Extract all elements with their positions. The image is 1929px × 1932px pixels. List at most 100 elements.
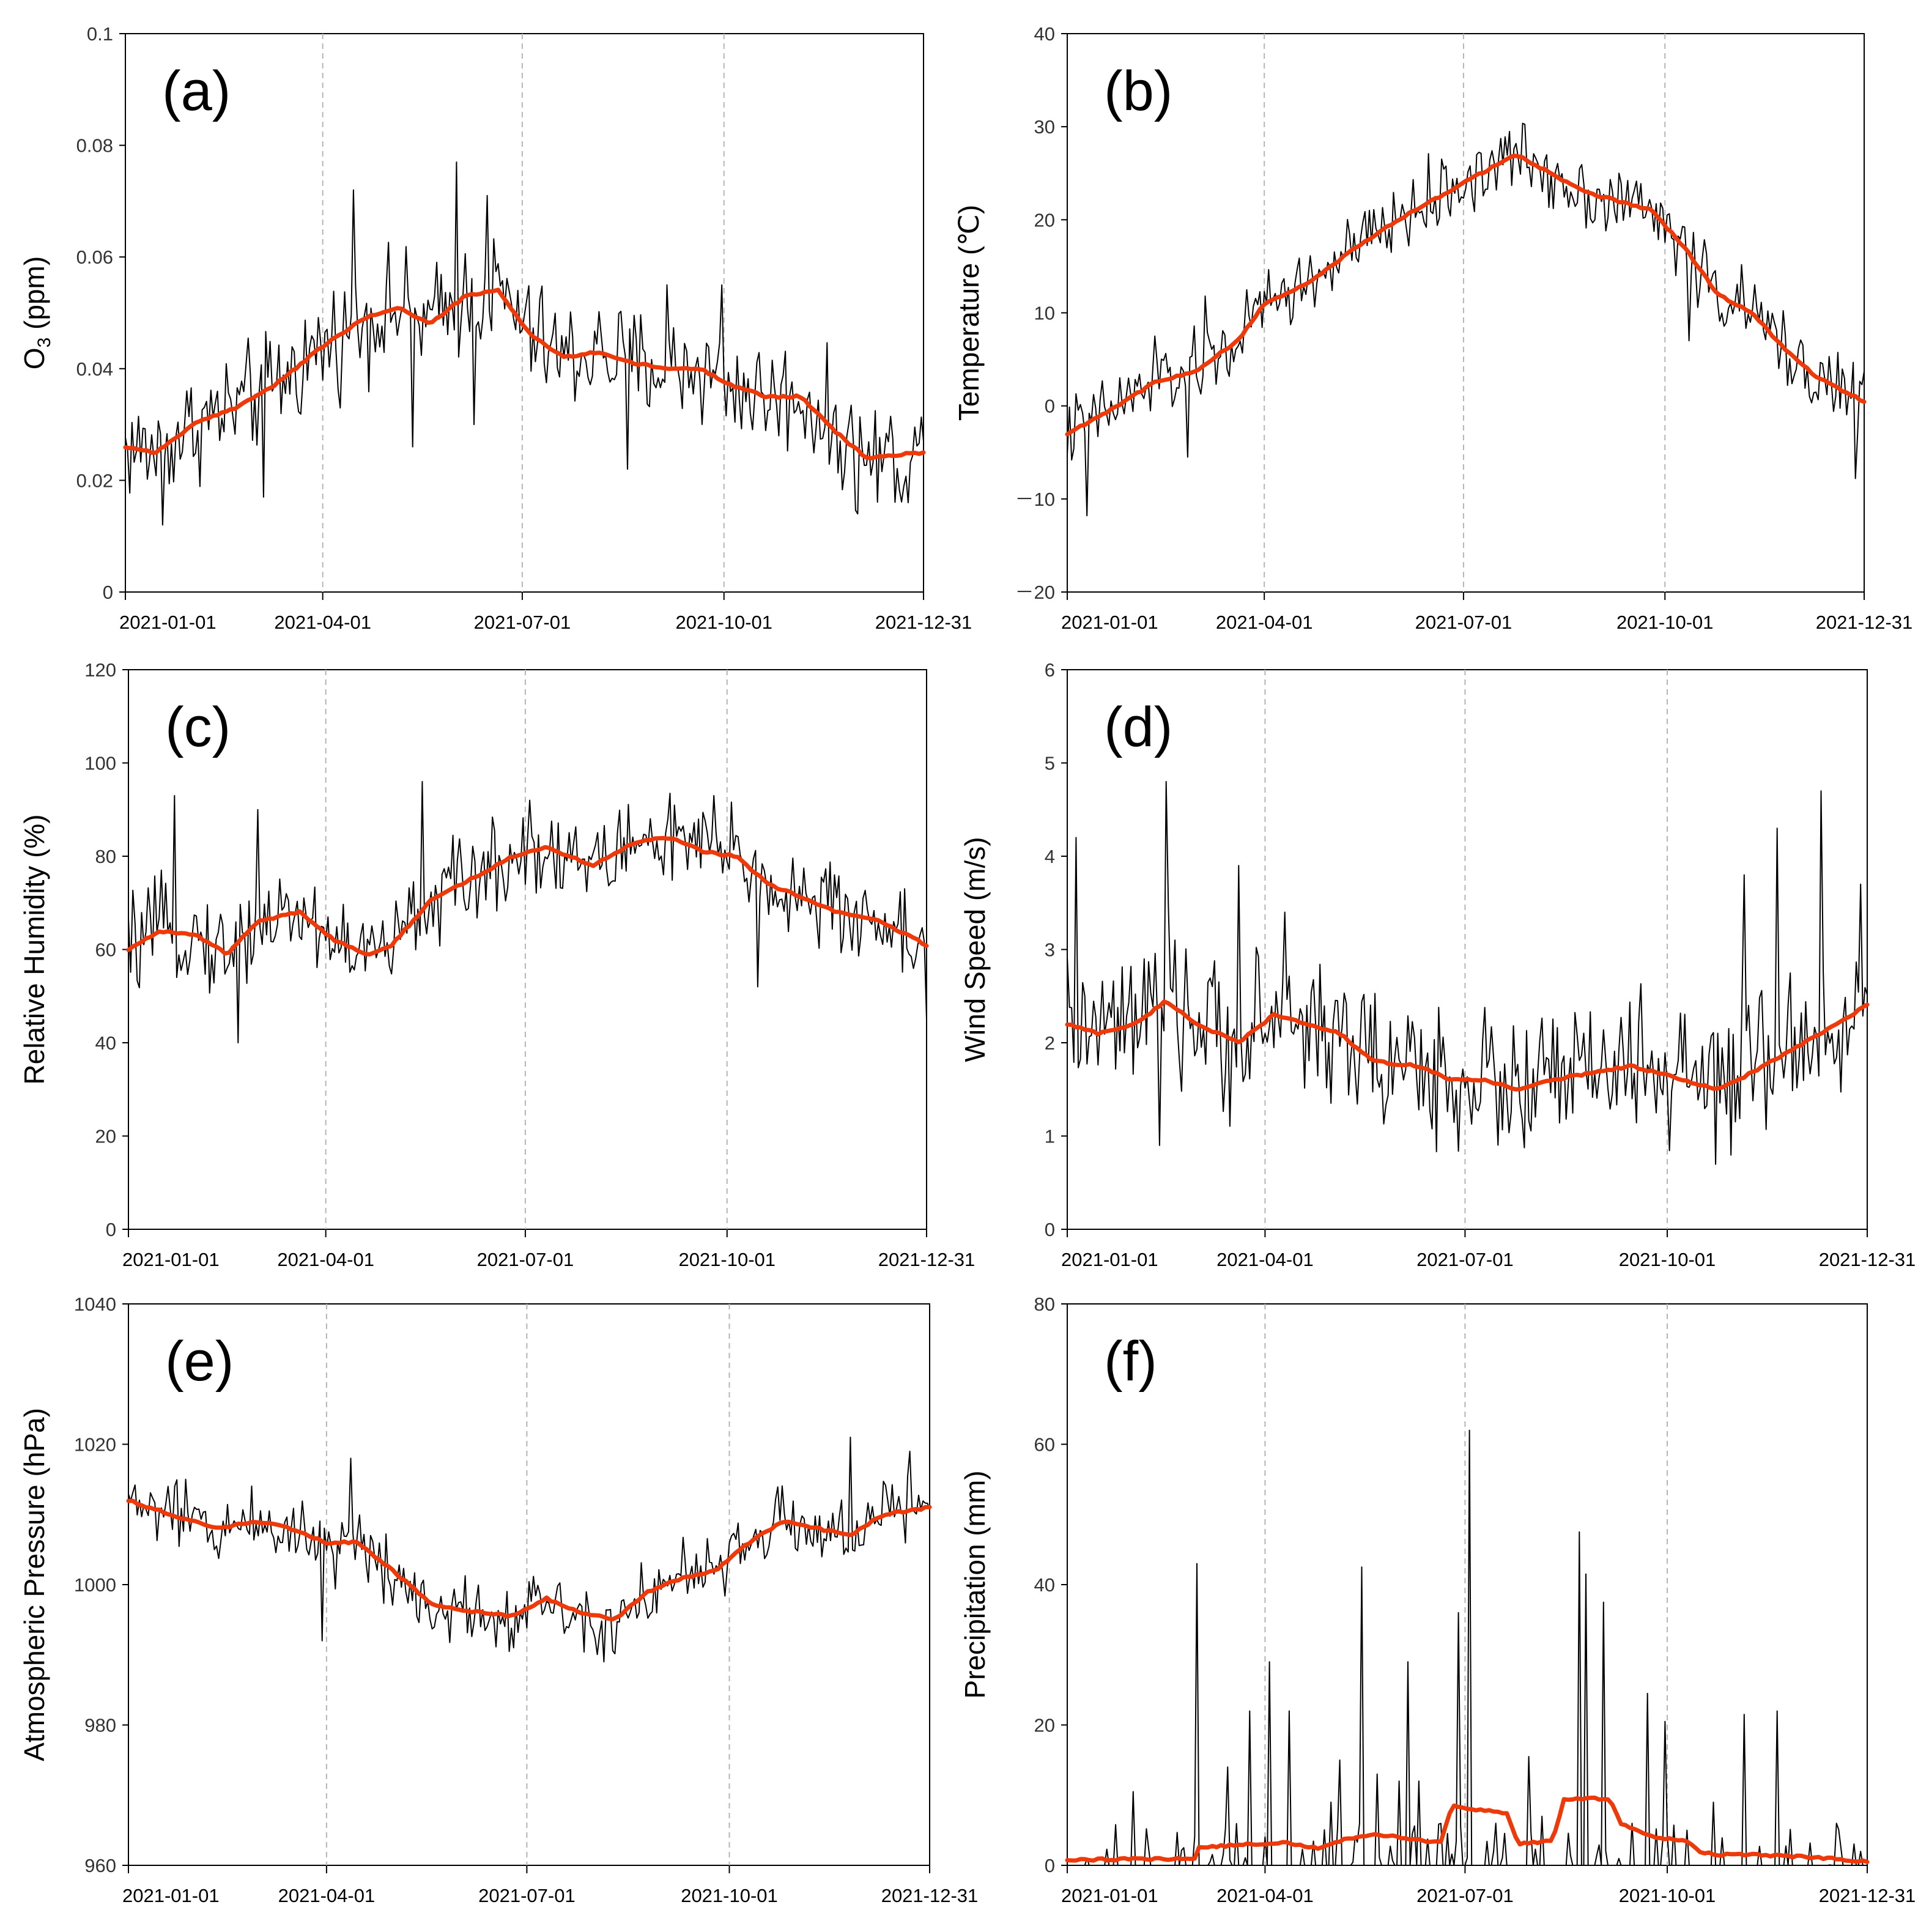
daily-series-line — [1067, 781, 1868, 1165]
x-tick-label: 2021-01-01 — [1061, 612, 1158, 633]
panel-label: (f) — [1104, 1330, 1157, 1393]
moving-average-line — [123, 287, 926, 461]
y-tick-label: 40 — [1034, 1574, 1055, 1596]
x-tick-label: 2021-12-31 — [878, 1249, 976, 1270]
daily-series-line — [125, 161, 924, 526]
x-tick-label: 2021-07-01 — [478, 1885, 576, 1906]
x-tick-label: 2021-12-31 — [1819, 1249, 1916, 1270]
panel-b: －20 －10 0 10 20 30 40 2021-01-01 2021-04-01 2021-… — [953, 23, 1912, 633]
y-tick-label: 1020 — [74, 1434, 116, 1456]
x-tick-label: 2021-10-01 — [1616, 612, 1714, 633]
y-tick-label: 0.1 — [87, 23, 113, 45]
y-tick-label: 60 — [95, 939, 116, 961]
x-tick-label: 2021-01-01 — [1061, 1885, 1158, 1906]
y-tick-label: 100 — [84, 753, 116, 774]
y-tick-label: 0.08 — [76, 135, 113, 157]
y-axis-label: Relative Humidity (%) — [18, 814, 50, 1084]
x-tick-label: 2021-12-31 — [1819, 1885, 1916, 1906]
y-tick-label: 40 — [95, 1032, 116, 1054]
y-tick-label: 2 — [1045, 1032, 1055, 1054]
x-tick-label: 2021-07-01 — [477, 1249, 574, 1270]
x-tick-label: 2021-10-01 — [1619, 1885, 1716, 1906]
moving-average-line — [126, 835, 929, 957]
y-tick-label: 120 — [84, 659, 116, 681]
moving-average-line — [1065, 1795, 1870, 1864]
y-axis-label: Atmospheric Pressure (hPa) — [18, 1408, 50, 1761]
y-tick-label: 0 — [103, 582, 113, 603]
panel-d: 0 1 2 3 4 5 6 2021-01-01 2021-04-01 2021-07-01 202… — [959, 659, 1916, 1270]
moving-average-line — [1065, 999, 1870, 1092]
y-tick-label: 20 — [95, 1126, 116, 1147]
x-tick-label: 2021-01-01 — [119, 612, 217, 633]
x-tick-label: 2021-12-31 — [881, 1885, 979, 1906]
y-tick-label: 60 — [1034, 1434, 1055, 1456]
y-tick-label: 0.04 — [76, 358, 113, 380]
panel-e: 960 980 1000 1020 1040 2021-01-01 2021-04-01 20… — [18, 1294, 978, 1906]
daily-series-line — [1067, 122, 1865, 517]
y-tick-label: 6 — [1045, 659, 1055, 681]
x-tick-label: 2021-07-01 — [1415, 612, 1512, 633]
y-tick-label: 80 — [95, 846, 116, 867]
x-tick-label: 2021-04-01 — [1216, 1249, 1314, 1270]
x-tick-label: 2021-01-01 — [122, 1885, 220, 1906]
panel-label: (a) — [162, 60, 231, 122]
x-tick-label: 2021-12-31 — [1816, 612, 1913, 633]
y-axis-label: Temperature (℃) — [953, 205, 985, 421]
y-tick-label: 20 — [1034, 209, 1055, 231]
y-tick-label: 3 — [1045, 939, 1055, 961]
panel-label: (d) — [1104, 696, 1172, 758]
daily-series-line — [128, 1437, 930, 1663]
daily-series-line — [1067, 1429, 1867, 1866]
x-tick-label: 2021-04-01 — [1216, 1885, 1314, 1906]
y-tick-label: 80 — [1034, 1294, 1055, 1315]
x-tick-label: 2021-04-01 — [1216, 612, 1313, 633]
x-tick-label: 2021-07-01 — [1416, 1249, 1514, 1270]
x-tick-label: 2021-12-31 — [875, 612, 972, 633]
x-tick-label: 2021-01-01 — [122, 1249, 220, 1270]
x-tick-label: 2021-10-01 — [681, 1885, 778, 1906]
panel-a: 0 0.02 0.04 0.06 0.08 0.1 2021-01-01 2021-04-01… — [18, 23, 972, 633]
x-tick-label: 2021-01-01 — [1061, 1249, 1158, 1270]
plot-frame — [125, 33, 924, 593]
x-tick-label: 2021-04-01 — [274, 612, 371, 633]
moving-average-line — [126, 1498, 932, 1622]
y-tick-label: 1040 — [74, 1294, 116, 1315]
x-tick-label: 2021-07-01 — [474, 612, 571, 633]
y-tick-label: 0 — [1045, 1219, 1055, 1240]
y-axis-label: Wind Speed (m/s) — [959, 837, 991, 1062]
panel-f: 0 20 40 60 80 2021-01-01 2021-04-01 2021-07-01 2… — [959, 1294, 1916, 1906]
x-tick-label: 2021-10-01 — [678, 1249, 776, 1270]
panel-label: (e) — [165, 1330, 234, 1393]
y-tick-label: 30 — [1034, 116, 1055, 138]
y-tick-label: 1 — [1045, 1126, 1055, 1147]
y-tick-label: 20 — [1034, 1715, 1055, 1736]
y-tick-label: 0 — [106, 1219, 116, 1240]
daily-series-line — [128, 781, 927, 1043]
y-tick-label: －20 — [1015, 582, 1055, 603]
x-tick-label: 2021-10-01 — [675, 612, 772, 633]
panel-label: (b) — [1104, 60, 1172, 122]
y-tick-label: 40 — [1034, 23, 1055, 45]
y-tick-label: 10 — [1034, 303, 1055, 324]
x-tick-label: 2021-04-01 — [278, 1885, 376, 1906]
x-tick-label: 2021-04-01 — [277, 1249, 374, 1270]
y-tick-label: 980 — [84, 1715, 116, 1736]
panel-label: (c) — [165, 696, 231, 758]
y-axis-label: O3 (ppm) — [18, 256, 54, 369]
y-tick-label: 0.06 — [76, 246, 113, 268]
y-tick-label: 0.02 — [76, 470, 113, 491]
y-tick-label: 5 — [1045, 753, 1055, 774]
x-tick-label: 2021-10-01 — [1619, 1249, 1716, 1270]
moving-average-line — [1065, 153, 1867, 437]
y-tick-label: －10 — [1015, 489, 1055, 510]
y-tick-label: 0 — [1045, 1855, 1055, 1876]
panel-c: 0 20 40 60 80 100 120 2021-01-01 2021-04-01 2021-… — [18, 659, 975, 1270]
y-axis-label: Precipitation (mm) — [959, 1470, 991, 1698]
y-tick-label: 0 — [1045, 396, 1055, 417]
y-tick-label: 960 — [84, 1855, 116, 1876]
y-tick-label: 1000 — [74, 1574, 116, 1596]
x-tick-label: 2021-07-01 — [1416, 1885, 1514, 1906]
y-tick-label: 4 — [1045, 846, 1055, 867]
